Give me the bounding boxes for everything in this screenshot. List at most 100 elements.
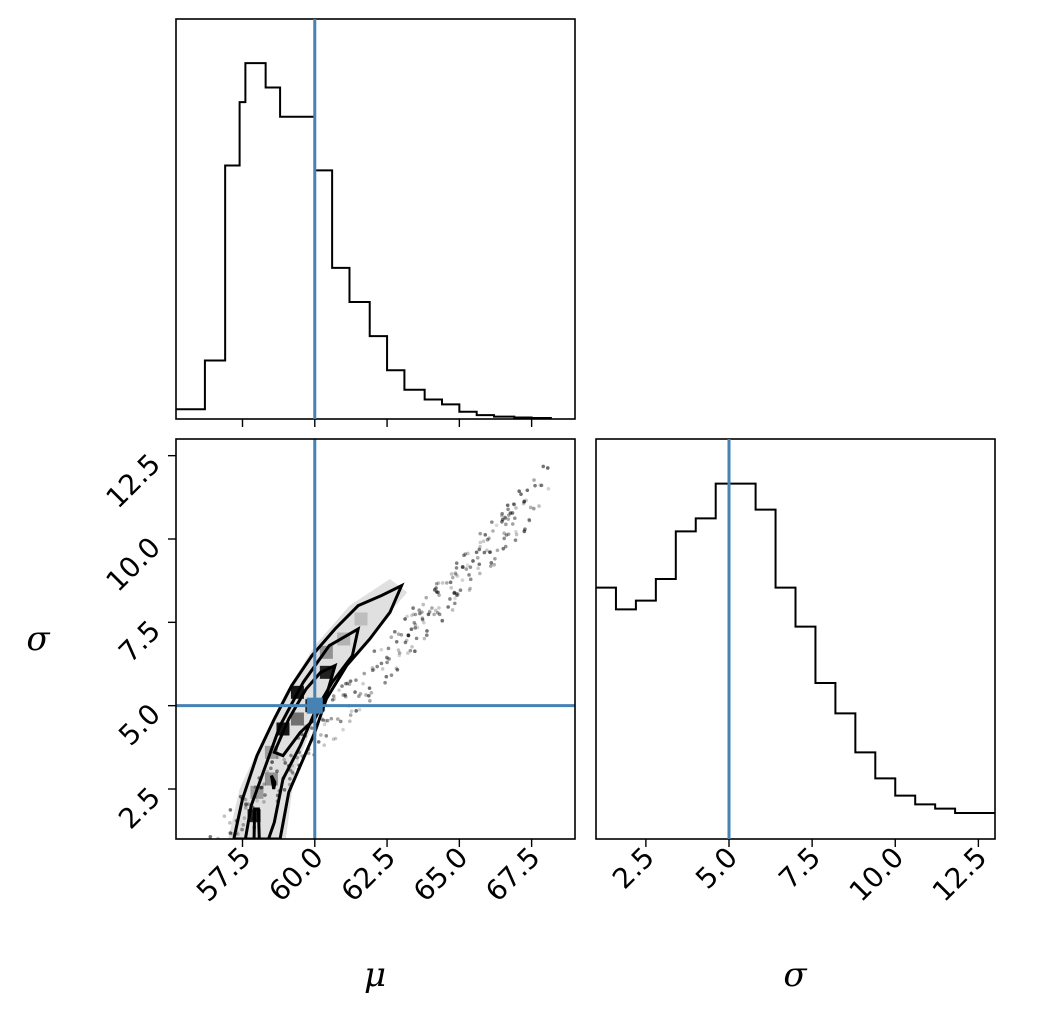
scatter-point [446, 605, 450, 609]
scatter-point [275, 769, 279, 774]
scatter-point [357, 694, 361, 699]
scatter-point [440, 581, 445, 585]
scatter-point [527, 517, 531, 522]
sigma-hist-bar-7 [736, 484, 756, 839]
scatter-point [478, 531, 483, 536]
sigma-y-axis-label: σ [26, 619, 50, 659]
scatter-point [403, 640, 408, 645]
scatter-point [454, 561, 459, 565]
scatter-point [468, 565, 473, 569]
scatter-point [434, 581, 439, 586]
mu-marginal-histogram-panel [175, 18, 576, 427]
contour-outer [232, 582, 405, 839]
scatter-point [506, 507, 510, 512]
mu-xtick-label-4: 67.5 [479, 841, 546, 908]
scatter-point [289, 753, 293, 758]
scatter-point [275, 755, 280, 760]
scatter-point [208, 834, 213, 839]
mu-hist-bar-11 [387, 370, 404, 419]
mu-xtick-label-3: 65.0 [407, 841, 474, 908]
scatter-point [399, 633, 404, 637]
scatter-point [255, 798, 259, 803]
scatter-point [385, 655, 389, 660]
sigma-hist-bar-18 [955, 813, 975, 839]
scatter-point [379, 661, 384, 666]
sigma-hist-bar-10 [796, 627, 816, 839]
scatter-point [362, 671, 367, 676]
scatter-point [417, 608, 421, 613]
scatter-point [422, 636, 427, 641]
scatter-point [537, 504, 541, 508]
mu-xtick-label-0: 57.5 [190, 841, 257, 908]
scatter-point [386, 646, 391, 651]
scatter-point [503, 544, 508, 549]
sigma-x-axis-label: σ [783, 955, 807, 995]
scatter-point [325, 718, 330, 723]
scatter-point [506, 532, 511, 536]
sigma-hist-frame [595, 438, 996, 840]
scatter-point [383, 680, 387, 685]
scatter-point [389, 673, 394, 678]
sigma-hist-bar-0 [596, 588, 616, 839]
scatter-point [375, 664, 379, 669]
scatter-point [467, 588, 472, 593]
scatter-point [243, 797, 248, 802]
scatter-point [291, 771, 295, 776]
scatter-point [465, 551, 470, 556]
sigma-hist-bar-11 [815, 683, 835, 839]
scatter-point [448, 580, 453, 585]
scatter-point [259, 785, 263, 790]
scatter-point [413, 626, 417, 630]
scatter-point [228, 808, 233, 812]
scatter-point [511, 502, 516, 506]
scatter-point [411, 606, 415, 610]
mu-hist-bar-16 [477, 415, 494, 419]
scatter-point [413, 612, 418, 617]
scatter-point [368, 699, 372, 703]
scatter-point [396, 648, 401, 652]
scatter-point [265, 769, 270, 774]
scatter-point [343, 681, 348, 686]
scatter-point [385, 660, 389, 665]
scatter-point [481, 539, 486, 544]
scatter-point [310, 726, 314, 730]
sigma-hist-bar-5 [696, 518, 716, 839]
scatter-point [367, 686, 372, 690]
scatter-point [467, 573, 471, 577]
scatter-point [241, 823, 246, 827]
scatter-point [432, 588, 437, 592]
sigma-hist-bar-16 [915, 804, 935, 839]
scatter-point [475, 556, 480, 560]
scatter-point [409, 613, 414, 618]
mu-hist-bar-14 [442, 404, 459, 419]
scatter-point [371, 667, 376, 672]
scatter-point [406, 633, 411, 638]
scatter-point [504, 522, 508, 527]
scatter-point [385, 656, 390, 661]
mu-hist-bar-12 [404, 390, 424, 419]
scatter-point [503, 515, 507, 520]
scatter-point [492, 562, 496, 567]
scatter-point [348, 713, 353, 717]
scatter-point [425, 629, 429, 633]
scatter-point [545, 466, 550, 470]
scatter-point [422, 620, 426, 625]
scatter-point [437, 612, 442, 617]
sigma-hist-bar-4 [676, 531, 696, 839]
scatter-point [364, 693, 368, 697]
density-cell-10 [354, 612, 368, 626]
scatter-point [353, 690, 357, 694]
scatter-point [427, 610, 432, 615]
scatter-point [269, 766, 273, 771]
scatter-point [432, 612, 436, 617]
scatter-point [316, 740, 321, 744]
sigma-hist-bar-12 [835, 713, 855, 839]
mu-hist-bar-0 [176, 409, 205, 419]
scatter-point [341, 727, 345, 732]
mu-hist-bar-7 [315, 170, 332, 419]
scatter-point [343, 693, 347, 697]
mu-hist-bar-15 [459, 412, 476, 419]
scatter-point [514, 529, 518, 534]
scatter-point [262, 782, 266, 786]
scatter-point [546, 486, 551, 491]
